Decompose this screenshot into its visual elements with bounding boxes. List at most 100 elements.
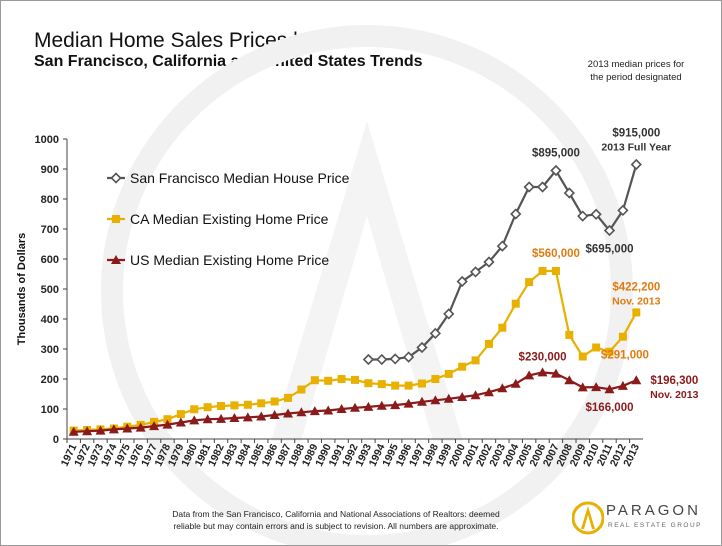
data-source-note: Data from the San Francisco, California … [141, 508, 531, 532]
legend-swatch-marker [112, 215, 120, 223]
logo-subtitle: REAL ESTATE GROUP [608, 522, 703, 529]
data-point-us [162, 419, 173, 429]
data-point-us [376, 400, 387, 410]
data-point-us [390, 400, 401, 410]
data-point-ca [230, 401, 239, 410]
data-point-us [430, 395, 441, 405]
legend-label: San Francisco Median House Price [130, 170, 350, 186]
data-point-sf [630, 158, 642, 171]
data-point-us [617, 380, 628, 390]
data-point-sf [563, 187, 575, 199]
data-point-us [537, 367, 548, 377]
data-point-us [108, 424, 119, 434]
data-point-us [242, 412, 253, 422]
y-tick-label: 600 [41, 254, 59, 266]
data-point-ca [618, 332, 627, 341]
data-point-sf [362, 353, 375, 366]
data-point-us [216, 413, 227, 423]
data-point-sf [443, 308, 455, 320]
annotation-us-2006: $230,000 [519, 351, 567, 363]
data-label: $560,000 [532, 248, 580, 260]
data-point-us [350, 402, 360, 412]
data-point-ca [431, 375, 440, 383]
data-point-us [336, 404, 347, 413]
data-point-sf [456, 275, 468, 288]
data-point-ca [605, 347, 614, 356]
data-point-us [416, 396, 427, 406]
legend-item-ca: CA Median Existing Home Price [107, 211, 329, 227]
data-point-us [135, 422, 146, 432]
data-point-us [149, 421, 160, 431]
data-point-ca [511, 299, 520, 308]
data-point-ca [324, 376, 333, 385]
data-point-us [550, 368, 561, 378]
data-point-ca [538, 267, 547, 275]
y-axis-title: Thousands of Dollars [16, 233, 28, 345]
data-point-ca [163, 415, 172, 424]
data-point-us [68, 426, 79, 436]
chart-series [68, 158, 642, 436]
legend-swatch-marker [111, 255, 121, 264]
y-tick-label: 700 [41, 224, 59, 236]
data-point-us [497, 383, 508, 393]
series-us [68, 367, 642, 436]
page-subtitle: San Francisco, California and United Sta… [34, 53, 423, 70]
data-point-ca [498, 323, 507, 332]
annotation-us-2011: $166,000 [586, 402, 634, 414]
data-point-us [363, 401, 374, 411]
y-tick-label: 400 [41, 314, 59, 326]
data-point-us [256, 411, 267, 421]
data-point-ca [525, 278, 534, 287]
annotation-sf-2013: $915,000 2013 Full Year [601, 128, 671, 154]
data-point-sf [483, 256, 495, 268]
data-point-ca [203, 403, 212, 412]
data-label: $915,000 [612, 128, 660, 140]
period-note: 2013 median prices for the period design… [561, 58, 711, 84]
data-point-ca [484, 339, 493, 348]
data-point-sf [469, 266, 482, 278]
data-point-us [283, 408, 294, 418]
data-point-us [269, 410, 280, 419]
data-point-ca [377, 380, 386, 389]
legend-label: US Median Existing Home Price [130, 252, 329, 268]
data-point-us [483, 387, 494, 397]
data-point-ca [243, 400, 252, 409]
data-label: $230,000 [519, 351, 567, 363]
data-point-ca [257, 399, 266, 408]
data-point-us [229, 413, 240, 422]
data-point-us [189, 415, 200, 425]
data-point-sf [429, 327, 442, 340]
y-tick-label: 100 [41, 404, 59, 416]
annotation-sf-2007: $895,000 [532, 148, 580, 160]
data-label: $166,000 [586, 402, 634, 414]
data-point-ca [404, 381, 413, 390]
y-tick-label: 1000 [35, 134, 59, 146]
data-source-line-2: reliable but may contain errors and is s… [173, 521, 499, 531]
data-point-us [175, 417, 186, 427]
data-point-us [591, 382, 602, 392]
y-tick-label: 800 [41, 194, 59, 206]
data-point-ca [351, 375, 359, 384]
data-point-us [82, 426, 93, 436]
data-point-ca [565, 330, 574, 339]
data-point-us [122, 423, 133, 433]
data-point-ca [217, 402, 226, 410]
data-point-us [510, 378, 521, 388]
data-point-sf [376, 353, 388, 366]
logo-name: PARAGON [606, 502, 701, 519]
data-point-sf [536, 181, 549, 193]
data-point-sf [577, 210, 589, 222]
data-point-us [296, 407, 307, 417]
data-point-ca [444, 369, 453, 378]
data-label: $695,000 [586, 244, 634, 256]
data-point-us [403, 398, 414, 408]
data-point-sf [550, 164, 562, 177]
data-point-us [95, 425, 106, 435]
legend-item-sf: San Francisco Median House Price [107, 170, 350, 186]
annotation-ca-2013: $422,200 Nov. 2013 [612, 281, 660, 307]
data-point-sf [389, 353, 401, 365]
period-note-line-1: 2013 median prices for [587, 59, 685, 70]
data-point-us [524, 370, 535, 380]
data-point-ca [471, 356, 480, 365]
